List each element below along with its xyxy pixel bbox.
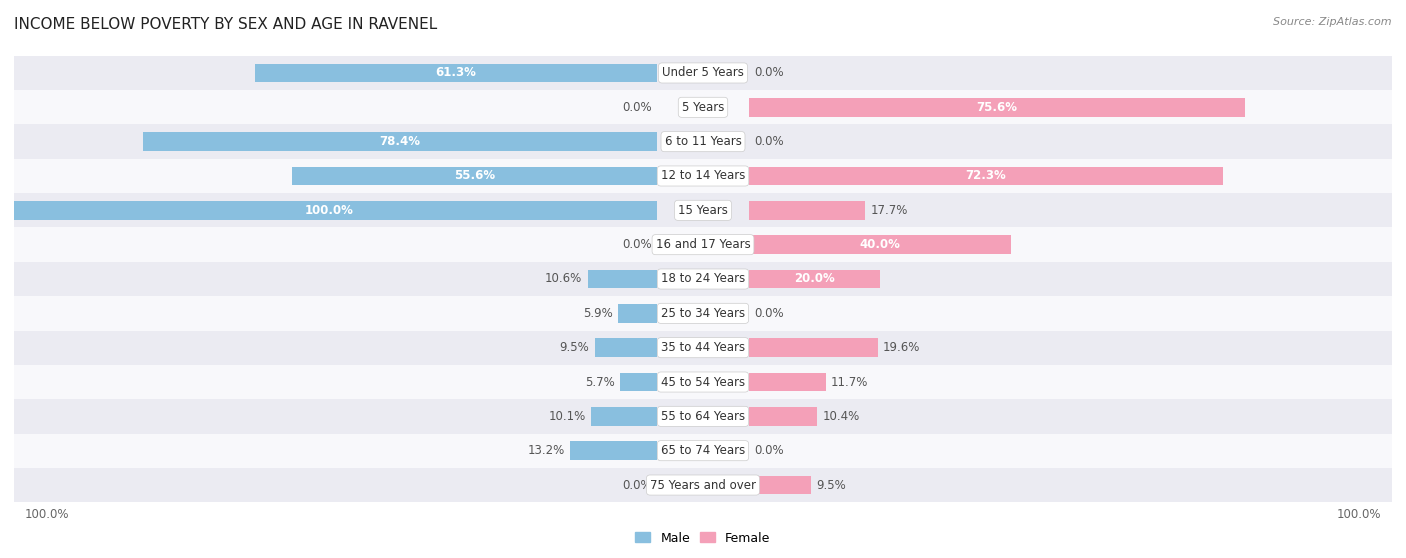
Text: 18 to 24 Years: 18 to 24 Years [661, 272, 745, 286]
Text: INCOME BELOW POVERTY BY SEX AND AGE IN RAVENEL: INCOME BELOW POVERTY BY SEX AND AGE IN R… [14, 17, 437, 32]
Text: 55.6%: 55.6% [454, 170, 495, 182]
Text: Source: ZipAtlas.com: Source: ZipAtlas.com [1274, 17, 1392, 27]
Bar [749, 270, 880, 288]
Bar [749, 98, 1244, 117]
Bar [591, 407, 657, 426]
Text: 20.0%: 20.0% [794, 272, 835, 286]
Text: 13.2%: 13.2% [529, 444, 565, 457]
Bar [620, 373, 657, 392]
Bar [14, 159, 1392, 193]
Bar [14, 296, 1392, 330]
Bar [749, 475, 811, 494]
Bar [588, 270, 657, 288]
Text: 5.9%: 5.9% [583, 307, 613, 320]
Text: 72.3%: 72.3% [966, 170, 1007, 182]
Text: 100.0%: 100.0% [305, 204, 353, 217]
Text: 0.0%: 0.0% [623, 479, 652, 492]
Text: 61.3%: 61.3% [436, 66, 477, 79]
Bar [14, 330, 1392, 365]
Bar [749, 338, 877, 357]
Text: 65 to 74 Years: 65 to 74 Years [661, 444, 745, 457]
Bar [749, 235, 1011, 254]
Text: 40.0%: 40.0% [859, 238, 901, 251]
Text: 0.0%: 0.0% [754, 307, 783, 320]
Bar [292, 166, 657, 185]
Text: 10.4%: 10.4% [823, 410, 859, 423]
Text: Under 5 Years: Under 5 Years [662, 66, 744, 79]
Bar [619, 304, 657, 323]
Bar [254, 64, 657, 83]
Text: 6 to 11 Years: 6 to 11 Years [665, 135, 741, 148]
Bar [14, 193, 1392, 228]
Text: 5 Years: 5 Years [682, 101, 724, 114]
Bar [14, 434, 1392, 468]
Text: 0.0%: 0.0% [754, 135, 783, 148]
Text: 19.6%: 19.6% [883, 341, 920, 354]
Text: 16 and 17 Years: 16 and 17 Years [655, 238, 751, 251]
Bar [14, 399, 1392, 434]
Bar [14, 124, 1392, 159]
Text: 5.7%: 5.7% [585, 376, 614, 388]
Bar [14, 365, 1392, 399]
Text: 75 Years and over: 75 Years and over [650, 479, 756, 492]
Bar [14, 228, 1392, 262]
Text: 25 to 34 Years: 25 to 34 Years [661, 307, 745, 320]
Text: 10.6%: 10.6% [546, 272, 582, 286]
Text: 0.0%: 0.0% [623, 101, 652, 114]
Text: 0.0%: 0.0% [754, 444, 783, 457]
Text: 78.4%: 78.4% [380, 135, 420, 148]
Text: 17.7%: 17.7% [870, 204, 908, 217]
Text: 12 to 14 Years: 12 to 14 Years [661, 170, 745, 182]
Text: 15 Years: 15 Years [678, 204, 728, 217]
Bar [14, 262, 1392, 296]
Bar [749, 166, 1223, 185]
Text: 45 to 54 Years: 45 to 54 Years [661, 376, 745, 388]
Bar [1, 201, 657, 220]
Bar [142, 132, 657, 151]
Text: 75.6%: 75.6% [976, 101, 1018, 114]
Bar [749, 407, 817, 426]
Bar [595, 338, 657, 357]
Bar [14, 56, 1392, 90]
Bar [14, 90, 1392, 124]
Text: 11.7%: 11.7% [831, 376, 869, 388]
Bar [14, 468, 1392, 502]
Bar [749, 373, 825, 392]
Bar [571, 441, 657, 460]
Text: 0.0%: 0.0% [754, 66, 783, 79]
Text: 35 to 44 Years: 35 to 44 Years [661, 341, 745, 354]
Text: 0.0%: 0.0% [623, 238, 652, 251]
Text: 9.5%: 9.5% [560, 341, 589, 354]
Legend: Male, Female: Male, Female [630, 527, 776, 550]
Text: 9.5%: 9.5% [817, 479, 846, 492]
Bar [749, 201, 865, 220]
Text: 10.1%: 10.1% [548, 410, 585, 423]
Text: 55 to 64 Years: 55 to 64 Years [661, 410, 745, 423]
